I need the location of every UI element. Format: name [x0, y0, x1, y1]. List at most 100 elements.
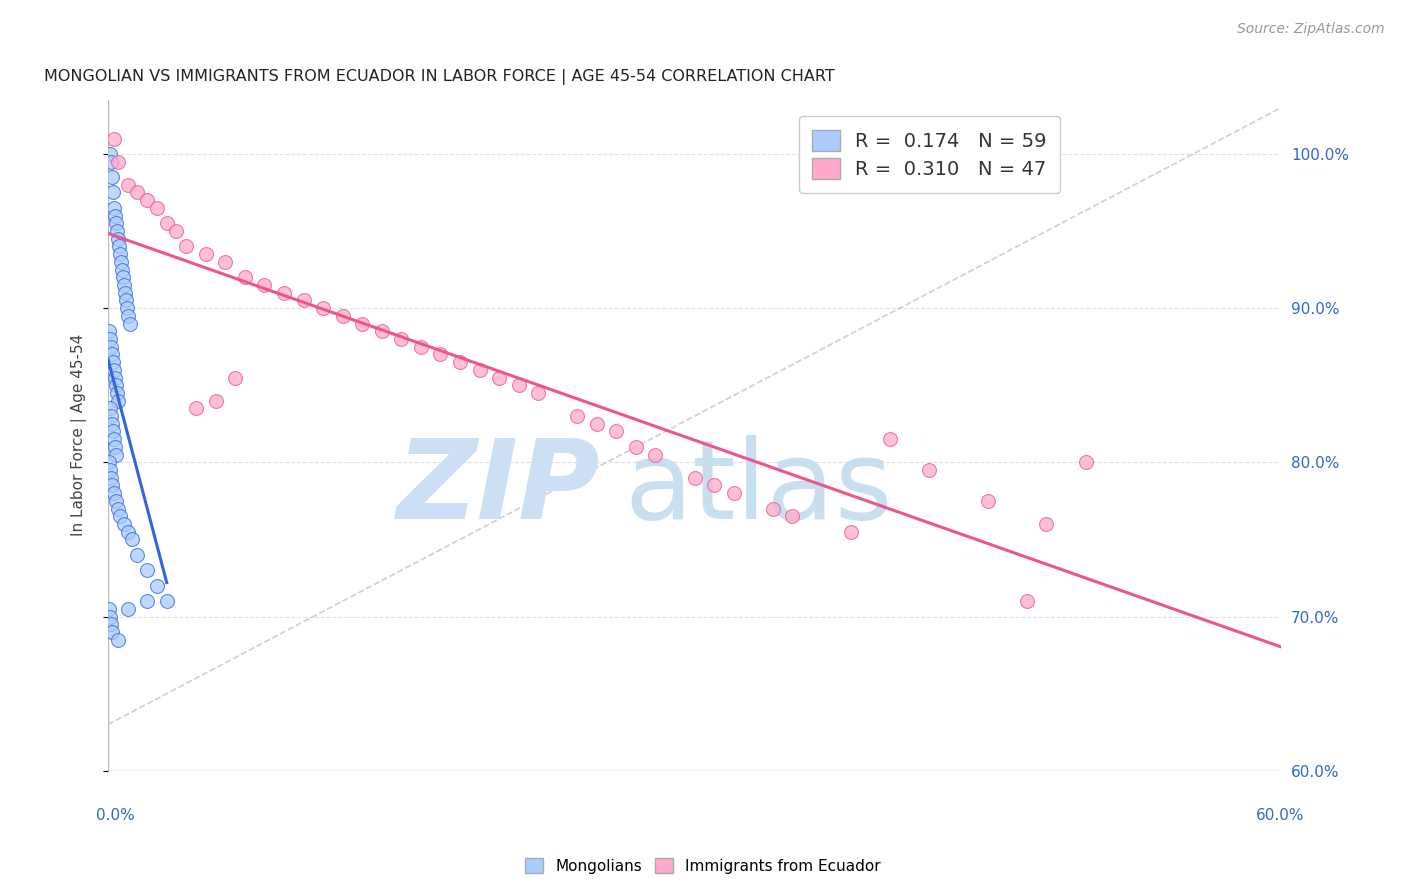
Point — [214, 255, 236, 269]
Point — [101, 624, 124, 639]
Point — [117, 178, 139, 192]
Point — [429, 347, 451, 361]
Point — [389, 332, 412, 346]
Point — [110, 255, 132, 269]
Point — [156, 216, 179, 230]
Point — [98, 332, 121, 346]
Point — [103, 201, 125, 215]
Point — [103, 131, 125, 145]
Point — [644, 448, 666, 462]
Point — [107, 632, 129, 647]
Point — [100, 409, 122, 423]
Legend: Mongolians, Immigrants from Ecuador: Mongolians, Immigrants from Ecuador — [519, 852, 887, 880]
Point — [508, 378, 530, 392]
Point — [605, 425, 627, 439]
Point — [585, 417, 607, 431]
Point — [117, 524, 139, 539]
Point — [879, 432, 901, 446]
Point — [567, 409, 589, 423]
Point — [101, 355, 124, 369]
Point — [253, 278, 276, 293]
Point — [762, 501, 785, 516]
Point — [1015, 594, 1038, 608]
Point — [156, 594, 179, 608]
Point — [101, 425, 124, 439]
Point — [100, 617, 122, 632]
Point — [112, 278, 135, 293]
Point — [104, 209, 127, 223]
Point — [273, 285, 295, 300]
Point — [449, 355, 471, 369]
Point — [98, 324, 121, 338]
Point — [174, 239, 197, 253]
Point — [98, 463, 121, 477]
Point — [118, 317, 141, 331]
Point — [104, 494, 127, 508]
Point — [703, 478, 725, 492]
Point — [146, 201, 169, 215]
Point — [98, 147, 121, 161]
Point — [136, 563, 159, 577]
Point — [127, 186, 149, 200]
Point — [1035, 516, 1057, 531]
Point — [146, 579, 169, 593]
Point — [488, 370, 510, 384]
Point — [204, 393, 226, 408]
Point — [166, 224, 188, 238]
Point — [977, 494, 1000, 508]
Point — [103, 432, 125, 446]
Point — [101, 347, 124, 361]
Point — [112, 516, 135, 531]
Text: 60.0%: 60.0% — [1256, 807, 1305, 822]
Point — [918, 463, 941, 477]
Point — [117, 602, 139, 616]
Point — [100, 471, 122, 485]
Point — [723, 486, 745, 500]
Point — [111, 270, 134, 285]
Point — [136, 594, 159, 608]
Point — [98, 602, 121, 616]
Point — [104, 370, 127, 384]
Point — [103, 363, 125, 377]
Point — [104, 448, 127, 462]
Point — [98, 609, 121, 624]
Point — [121, 533, 143, 547]
Point — [224, 370, 246, 384]
Point — [101, 186, 124, 200]
Point — [352, 317, 374, 331]
Point — [111, 262, 134, 277]
Point — [683, 471, 706, 485]
Point — [101, 478, 124, 492]
Point — [1074, 455, 1097, 469]
Point — [108, 239, 131, 253]
Point — [105, 386, 128, 401]
Point — [527, 386, 550, 401]
Point — [371, 324, 394, 338]
Point — [117, 309, 139, 323]
Text: ZIP: ZIP — [398, 435, 600, 542]
Point — [312, 301, 335, 315]
Point — [101, 169, 124, 184]
Point — [127, 548, 149, 562]
Text: atlas: atlas — [624, 435, 893, 542]
Point — [115, 301, 138, 315]
Text: Source: ZipAtlas.com: Source: ZipAtlas.com — [1237, 22, 1385, 37]
Point — [98, 401, 121, 416]
Point — [114, 285, 136, 300]
Point — [107, 154, 129, 169]
Text: 0.0%: 0.0% — [97, 807, 135, 822]
Point — [782, 509, 804, 524]
Point — [839, 524, 862, 539]
Point — [194, 247, 217, 261]
Point — [332, 309, 354, 323]
Point — [107, 501, 129, 516]
Point — [98, 455, 121, 469]
Point — [100, 154, 122, 169]
Point — [624, 440, 647, 454]
Point — [409, 340, 432, 354]
Point — [108, 247, 131, 261]
Point — [233, 270, 256, 285]
Y-axis label: In Labor Force | Age 45-54: In Labor Force | Age 45-54 — [72, 334, 87, 536]
Point — [104, 216, 127, 230]
Point — [104, 440, 127, 454]
